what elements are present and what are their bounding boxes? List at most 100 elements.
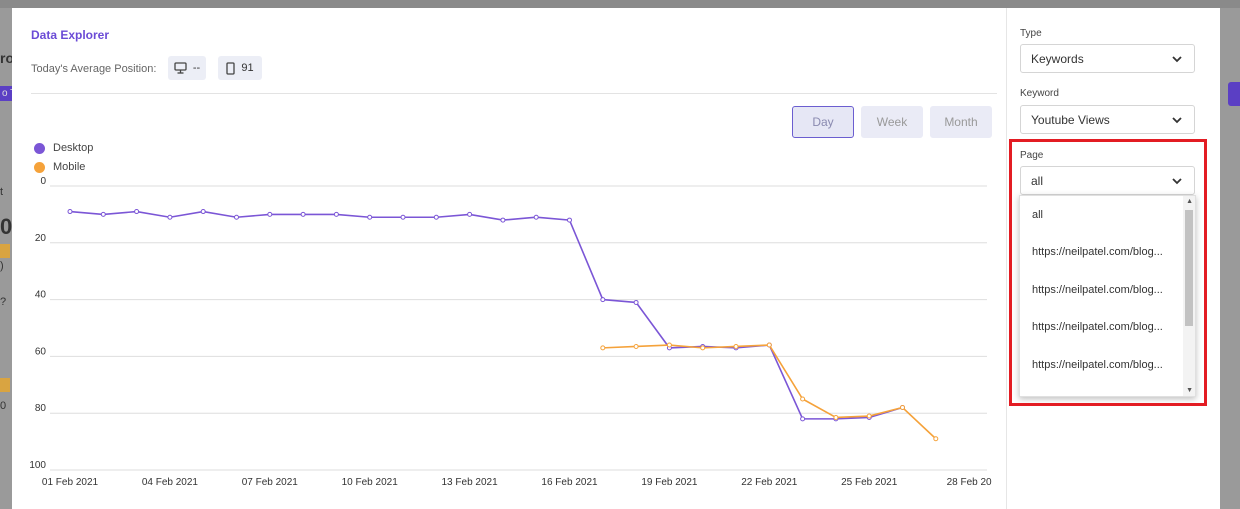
background-number-fragment: 0 (0, 214, 13, 239)
x-tick-label: 22 Feb 2021 (741, 477, 798, 488)
background-text-fragment: t (0, 186, 4, 198)
page-option[interactable]: https://neilpatel.com/blog... (1032, 321, 1163, 334)
page-option[interactable]: https://neilpatel.com/blog... (1032, 358, 1163, 371)
type-label: Type (1020, 28, 1042, 39)
legend-mobile-label: Mobile (53, 161, 86, 173)
keyword-select[interactable]: Youtube Views (1020, 105, 1195, 134)
data-point-desktop[interactable] (633, 299, 639, 305)
data-point-desktop[interactable] (367, 214, 373, 220)
data-point-desktop[interactable] (300, 211, 306, 217)
background-badge-2 (0, 378, 10, 392)
data-point-desktop[interactable] (67, 209, 73, 215)
background-bottom-fragment: 0 (0, 400, 7, 412)
page-select-value: all (1031, 173, 1044, 188)
x-tick-label: 16 Feb 2021 (541, 477, 598, 488)
data-point-mobile[interactable] (900, 405, 905, 411)
x-tick-label: 25 Feb 2021 (841, 477, 898, 488)
legend-desktop[interactable]: Desktop (34, 142, 93, 154)
x-tick-label: 04 Feb 2021 (142, 477, 199, 488)
monitor-icon (174, 62, 187, 74)
background-small-fragment: ) (0, 260, 4, 272)
data-point-desktop[interactable] (433, 214, 439, 220)
data-point-desktop[interactable] (600, 297, 606, 303)
y-tick-label: 0 (40, 176, 46, 187)
avg-position-label: Today's Average Position: (31, 63, 157, 75)
sidebar-divider (1006, 8, 1007, 509)
background-heading-fragment: ro (0, 50, 14, 66)
range-week-button[interactable]: Week (861, 106, 923, 138)
legend-mobile[interactable]: Mobile (34, 161, 85, 173)
legend-mobile-swatch (34, 161, 45, 173)
background-purple-button (1228, 82, 1240, 106)
type-select-value: Keywords (1031, 51, 1084, 66)
data-point-mobile[interactable] (733, 343, 739, 349)
scroll-up-icon[interactable]: ▲ (1186, 198, 1193, 205)
chevron-down-icon (1172, 55, 1182, 62)
background-help-icon: ? (0, 296, 7, 308)
desktop-position-value: -- (192, 62, 201, 74)
x-tick-label: 01 Feb 2021 (42, 477, 99, 488)
page-label: Page (1020, 150, 1044, 161)
range-month-button[interactable]: Month (930, 106, 992, 138)
data-point-desktop[interactable] (267, 211, 273, 217)
scroll-down-icon[interactable]: ▼ (1186, 387, 1193, 394)
page-select[interactable]: all (1020, 166, 1195, 195)
chevron-down-icon (1172, 177, 1182, 184)
data-point-desktop[interactable] (134, 209, 140, 215)
position-line-chart: 0 20 40 60 80 100 01 Feb 2021 04 Feb 2021 07 Feb… (29, 176, 992, 488)
data-point-desktop[interactable] (467, 211, 473, 217)
x-tick-label: 07 Feb 2021 (242, 477, 299, 488)
chevron-down-icon (1172, 116, 1182, 123)
data-point-mobile[interactable] (766, 342, 772, 348)
desktop-position-chip: -- (168, 56, 206, 80)
page-dropdown-menu: all https://neilpatel.com/blog... https:… (1019, 195, 1196, 397)
data-point-mobile[interactable] (866, 413, 872, 419)
mobile-position-chip: 91 (218, 56, 262, 80)
data-point-mobile[interactable] (633, 343, 639, 349)
page-option[interactable]: all (1032, 208, 1044, 221)
data-point-desktop[interactable] (533, 214, 539, 220)
range-day-button[interactable]: Day (792, 106, 854, 138)
data-point-mobile[interactable] (833, 414, 839, 420)
legend-desktop-swatch (34, 142, 45, 154)
data-point-mobile[interactable] (600, 345, 606, 351)
data-point-desktop[interactable] (567, 217, 572, 223)
x-tick-label: 10 Feb 2021 (342, 477, 399, 488)
data-point-desktop[interactable] (100, 211, 106, 217)
page-option[interactable]: https://neilpatel.com/blog... (1032, 246, 1163, 259)
y-tick-label: 60 (35, 346, 47, 357)
data-point-desktop[interactable] (200, 209, 206, 215)
data-point-desktop[interactable] (333, 211, 339, 217)
page-filter-highlight (1009, 139, 1207, 406)
background-right-edge (1220, 8, 1240, 509)
dropdown-scrollbar[interactable]: ▲ ▼ (1183, 196, 1195, 396)
legend-desktop-label: Desktop (53, 142, 94, 154)
y-tick-label: 40 (35, 290, 47, 301)
scrollbar-thumb[interactable] (1185, 210, 1193, 326)
type-select[interactable]: Keywords (1020, 44, 1195, 73)
data-point-desktop[interactable] (167, 214, 173, 220)
mobile-position-value: 91 (241, 62, 254, 74)
data-point-mobile[interactable] (700, 345, 706, 351)
modal-title: Data Explorer (31, 28, 110, 42)
data-point-mobile[interactable] (933, 436, 939, 442)
page-option[interactable]: https://neilpatel.com/blog... (1032, 283, 1163, 296)
x-tick-label: 13 Feb 2021 (442, 477, 499, 488)
data-point-mobile[interactable] (666, 342, 672, 348)
x-tick-label: 19 Feb 2021 (641, 477, 698, 488)
data-point-desktop[interactable] (400, 214, 406, 220)
data-point-desktop[interactable] (234, 214, 239, 220)
data-point-mobile[interactable] (800, 396, 806, 402)
data-explorer-modal: Data Explorer Today's Average Position: … (12, 8, 1220, 509)
background-left-edge (0, 8, 12, 509)
data-point-desktop[interactable] (800, 416, 806, 422)
data-point-desktop[interactable] (500, 217, 506, 223)
keyword-label: Keyword (1020, 88, 1059, 99)
background-badge (0, 244, 10, 258)
series-line-mobile (602, 344, 937, 440)
x-tick-label: 28 Feb 20 (947, 477, 992, 488)
header-divider (31, 93, 997, 94)
y-tick-label: 80 (35, 403, 47, 414)
keyword-select-value: Youtube Views (1031, 112, 1110, 127)
y-tick-label: 20 (35, 233, 47, 244)
